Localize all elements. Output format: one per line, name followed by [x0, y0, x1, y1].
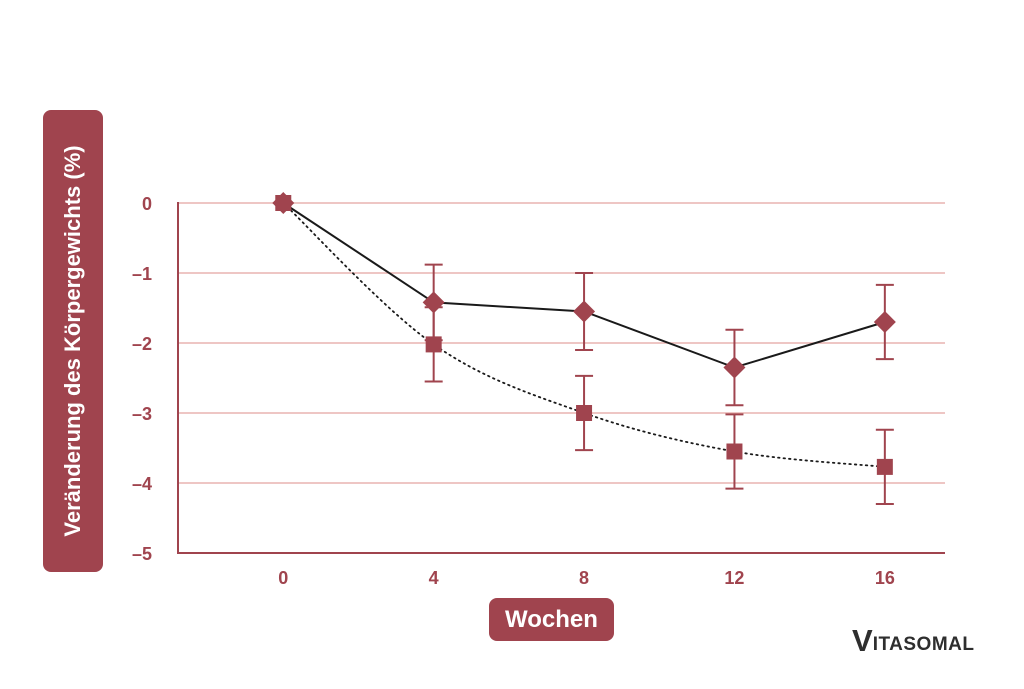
x-tick-label-1: 4 [429, 568, 439, 588]
logo-initial: V [852, 623, 873, 658]
x-tick-label-3: 12 [724, 568, 744, 588]
y-tick-label-2: –2 [132, 334, 152, 354]
y-tick-label-5: –5 [132, 544, 152, 564]
series-1-point-1 [425, 336, 442, 353]
series-1-point-0 [275, 195, 292, 211]
y-tick-label-0: 0 [142, 194, 152, 214]
series-0-point-3 [723, 356, 746, 379]
vitasomal-logo: V ITASOMAL [852, 620, 975, 656]
series-1-point-3 [726, 443, 743, 460]
x-tick-label-4: 16 [875, 568, 895, 588]
x-axis-label: Wochen [505, 605, 598, 633]
x-axis-label-box: Wochen [489, 598, 614, 641]
x-tick-label-2: 8 [579, 568, 589, 588]
series-1-line [282, 202, 886, 468]
y-tick-label-4: –4 [132, 474, 152, 494]
series-0-point-2 [573, 300, 596, 323]
series-0-point-4 [873, 311, 896, 333]
y-axis-label: Veränderung des Körpergewichts (%) [60, 145, 85, 537]
series-1-point-2 [576, 405, 593, 421]
y-tick-label-1: –1 [132, 264, 152, 284]
x-tick-label-0: 0 [278, 568, 288, 588]
series-1-point-4 [876, 458, 893, 475]
logo-wordmark: ITASOMAL [872, 634, 975, 655]
y-axis-label-box [43, 110, 103, 572]
y-tick-label-3: –3 [132, 404, 152, 424]
